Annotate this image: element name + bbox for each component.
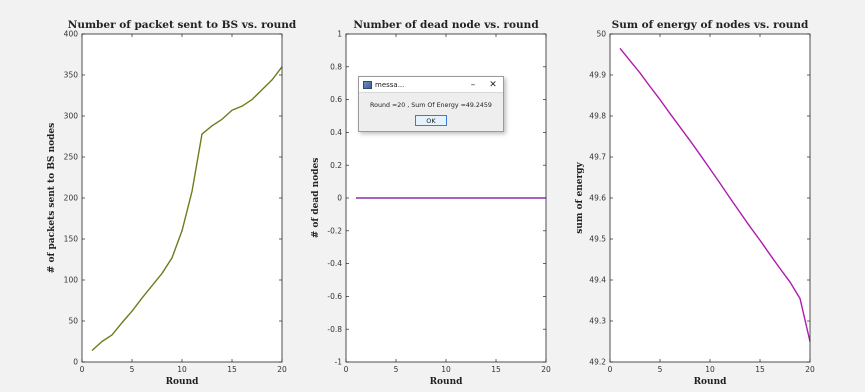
packets-y-tick-label: 400 <box>64 30 79 39</box>
dead-nodes-x-tick-label: 0 <box>344 365 349 374</box>
energy-x-tick-label: 15 <box>755 365 765 374</box>
dead-nodes-x-tick-label: 20 <box>541 365 551 374</box>
energy-y-axis-label: sum of energy <box>575 161 585 233</box>
packets-y-axis-label: # of packets sent to BS nodes <box>47 123 57 273</box>
energy-x-tick-label: 20 <box>805 365 815 374</box>
energy-y-tick-label: 49.4 <box>589 276 606 285</box>
dead-nodes-y-tick-label: -0.2 <box>327 226 342 235</box>
dead-nodes-y-tick-label: -0.8 <box>327 325 342 334</box>
energy-y-tick-label: 49.8 <box>589 112 606 121</box>
dialog-title: messa... <box>375 80 405 89</box>
java-app-icon <box>363 80 372 89</box>
dialog-message: Round =20 , Sum Of Energy =49.2459 <box>370 102 492 109</box>
energy-x-tick-label: 0 <box>608 365 613 374</box>
packets-y-tick-label: 150 <box>64 235 79 244</box>
dead-nodes-y-tick-label: 0.6 <box>330 95 342 104</box>
energy-y-tick-label: 49.2 <box>589 358 606 367</box>
packets-x-tick-label: 0 <box>80 365 85 374</box>
minimize-icon[interactable]: – <box>470 79 476 90</box>
dead-nodes-axes-frame <box>345 33 547 363</box>
energy-axes-frame <box>609 33 811 363</box>
dead-nodes-y-tick-label: 0.2 <box>330 161 342 170</box>
energy-y-tick-label: 49.6 <box>589 194 606 203</box>
energy-y-tick-label: 49.9 <box>589 71 606 80</box>
packets-x-tick-label: 5 <box>130 365 135 374</box>
packets-axes-background <box>82 34 282 362</box>
packets-series-line <box>91 66 283 352</box>
packets-x-axis-label: Round <box>166 377 200 387</box>
packets-axes-frame <box>81 33 283 363</box>
packets-y-tick-label: 200 <box>64 194 79 203</box>
energy-y-tick-label: 49.3 <box>589 317 606 326</box>
energy-y-tick-label: 50 <box>596 30 606 39</box>
energy-y-tick-label: 49.7 <box>589 153 606 162</box>
dead-nodes-y-tick-label: 0 <box>337 194 342 203</box>
dead-nodes-x-tick-label: 5 <box>394 365 399 374</box>
dead-nodes-y-tick-label: -0.4 <box>327 259 342 268</box>
dead-nodes-x-tick-label: 10 <box>441 365 451 374</box>
energy-y-tick-label: 49.5 <box>589 235 606 244</box>
dialog-titlebar[interactable]: messa... – ✕ <box>359 77 503 93</box>
dead-nodes-y-tick-label: -1 <box>335 358 343 367</box>
packets-y-tick-label: 250 <box>64 153 79 162</box>
ok-button[interactable]: OK <box>415 115 447 126</box>
energy-chart-title: Sum of energy of nodes vs. round <box>612 19 809 31</box>
energy-x-tick-label: 10 <box>705 365 715 374</box>
packets-chart-title: Number of packet sent to BS vs. round <box>68 19 297 31</box>
packets-y-tick-label: 300 <box>64 112 79 121</box>
energy-axes-background <box>610 34 810 362</box>
packets-y-tick-label: 350 <box>64 71 79 80</box>
dead-nodes-chart-title: Number of dead node vs. round <box>353 19 539 31</box>
energy-x-axis-label: Round <box>694 377 728 387</box>
packets-x-tick-label: 10 <box>177 365 187 374</box>
energy-x-tick-label: 5 <box>658 365 663 374</box>
packets-chart: Number of packet sent to BS vs. round Rou… <box>47 19 297 387</box>
packets-y-tick-label: 0 <box>73 358 78 367</box>
dead-nodes-x-axis-label: Round <box>430 377 464 387</box>
dead-nodes-y-tick-label: 0.4 <box>330 128 342 137</box>
packets-x-tick-label: 20 <box>277 365 287 374</box>
packets-x-tick-label: 15 <box>227 365 237 374</box>
dead-nodes-y-tick-label: 1 <box>337 30 342 39</box>
dead-nodes-y-axis-label: # of dead nodes <box>311 158 321 239</box>
dead-nodes-chart: Number of dead node vs. round Round # of d… <box>311 19 551 387</box>
dead-nodes-y-tick-label: 0.8 <box>330 62 342 71</box>
packets-y-tick-label: 100 <box>64 276 79 285</box>
packets-y-tick-label: 50 <box>68 317 78 326</box>
energy-series-line <box>619 47 811 342</box>
dead-nodes-y-tick-label: -0.6 <box>327 292 342 301</box>
energy-chart: Sum of energy of nodes vs. round Round sum… <box>575 19 815 387</box>
close-icon[interactable]: ✕ <box>489 79 497 90</box>
message-dialog: messa... – ✕ Round =20 , Sum Of Energy =… <box>358 76 504 132</box>
dead-nodes-x-tick-label: 15 <box>491 365 501 374</box>
